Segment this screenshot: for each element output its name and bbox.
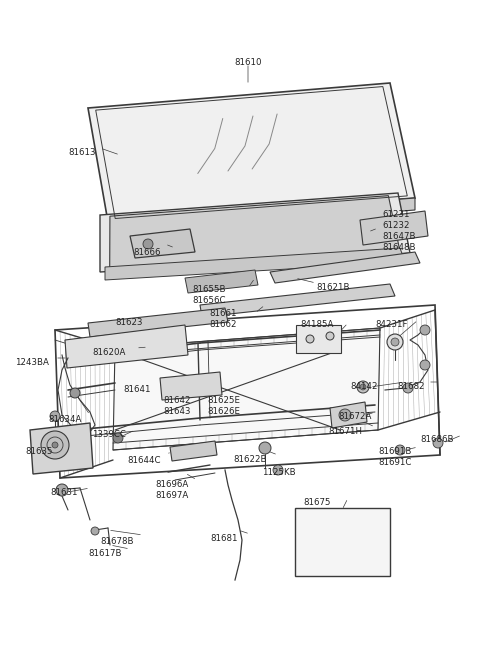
Text: 81675: 81675 [303,498,331,507]
Polygon shape [88,83,415,222]
Circle shape [56,484,68,496]
Text: 81691B: 81691B [378,447,411,456]
Text: 84185A: 84185A [300,320,334,329]
Polygon shape [160,372,222,400]
Circle shape [387,334,403,350]
Circle shape [391,338,399,346]
Text: 81648B: 81648B [382,243,416,252]
Circle shape [113,433,123,443]
Text: 81641: 81641 [123,385,151,394]
Text: 1125KB: 1125KB [262,468,296,477]
Text: 81626E: 81626E [207,407,240,416]
Text: 81655B: 81655B [192,285,226,294]
Text: 81610: 81610 [234,58,262,67]
Polygon shape [200,284,395,317]
Polygon shape [270,252,420,283]
Text: 81691C: 81691C [378,458,411,467]
Text: 81696A: 81696A [155,480,188,489]
Text: 81622B: 81622B [233,455,266,464]
Circle shape [50,411,60,421]
Text: 81642: 81642 [163,396,191,405]
Text: 1243BA: 1243BA [15,358,49,367]
Text: 81635: 81635 [25,447,52,456]
Text: 81625E: 81625E [207,396,240,405]
Circle shape [339,409,351,421]
Text: 81643: 81643 [163,407,191,416]
Text: 81647B: 81647B [382,232,416,241]
Polygon shape [360,211,428,245]
Polygon shape [88,308,228,337]
Polygon shape [30,423,93,474]
Polygon shape [113,328,380,450]
Text: 81661: 81661 [209,309,237,318]
Text: 81634A: 81634A [48,415,82,424]
FancyBboxPatch shape [296,325,341,353]
Text: 1339CC: 1339CC [92,430,126,439]
Polygon shape [170,441,217,461]
Text: 81621B: 81621B [316,283,349,292]
Text: 81697A: 81697A [155,491,188,500]
Circle shape [91,527,99,535]
Text: 81686B: 81686B [420,435,454,444]
Circle shape [306,335,314,343]
Polygon shape [108,198,415,234]
Text: 81623: 81623 [115,318,143,327]
Text: 61231: 61231 [382,210,409,219]
FancyBboxPatch shape [295,508,390,576]
Circle shape [357,381,369,393]
Circle shape [326,332,334,340]
Text: 61232: 61232 [382,221,409,230]
Text: 81620A: 81620A [92,348,125,357]
Text: 84231F: 84231F [375,320,408,329]
Circle shape [433,438,443,448]
Circle shape [41,431,69,459]
Text: 81682: 81682 [397,382,424,391]
Circle shape [395,445,405,455]
Text: 81678B: 81678B [100,537,133,546]
Circle shape [259,442,271,454]
Text: 81672A: 81672A [338,412,372,421]
Polygon shape [100,193,410,272]
Polygon shape [65,325,188,368]
Polygon shape [330,402,367,428]
Text: 81666: 81666 [133,248,160,257]
Text: 81681: 81681 [210,534,238,543]
Circle shape [70,388,80,398]
Text: 81631: 81631 [50,488,77,497]
Polygon shape [110,196,400,269]
Polygon shape [130,229,195,258]
Circle shape [143,239,153,249]
Circle shape [420,325,430,335]
Text: 81662: 81662 [209,320,237,329]
Circle shape [273,465,283,475]
Text: 81644C: 81644C [127,456,160,465]
Circle shape [360,384,366,390]
Text: 81656C: 81656C [192,296,226,305]
Circle shape [52,442,58,448]
Text: 81671H: 81671H [328,427,362,436]
Circle shape [403,383,413,393]
Polygon shape [105,248,405,280]
Polygon shape [185,270,258,293]
Circle shape [420,360,430,370]
Text: 81617B: 81617B [88,549,121,558]
Text: 81613: 81613 [68,148,96,157]
Text: 84142: 84142 [350,382,377,391]
